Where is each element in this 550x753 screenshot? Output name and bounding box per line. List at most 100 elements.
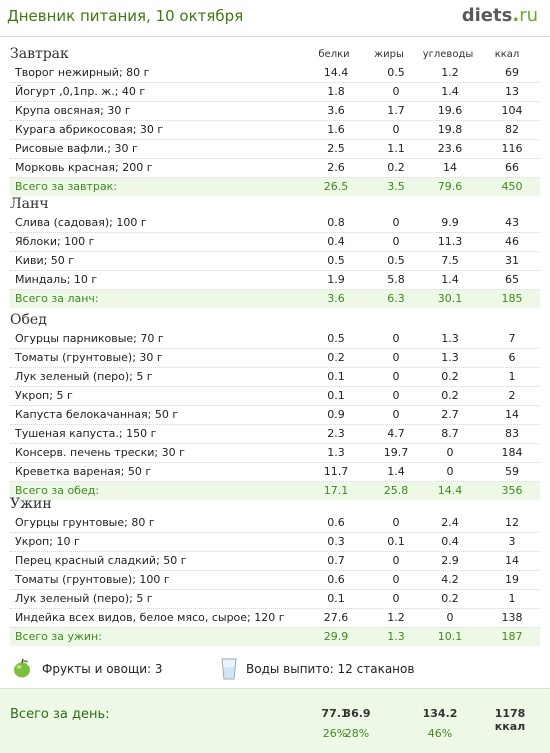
food-protein: 0.8 xyxy=(327,216,345,229)
food-carbs: 2.9 xyxy=(441,554,459,567)
food-protein: 0.2 xyxy=(327,351,345,364)
food-fat: 0 xyxy=(392,389,400,402)
food-kcal: 19 xyxy=(505,573,519,586)
food-carbs: 8.7 xyxy=(441,427,459,440)
food-row: Консерв. печень трески; 30 г 1.3 19.7 0 184 xyxy=(10,444,540,463)
food-carbs: 1.3 xyxy=(441,351,459,364)
total-kcal: 187 xyxy=(501,630,523,643)
day-kcal: 1178 ккал xyxy=(494,707,526,733)
food-kcal: 46 xyxy=(505,235,519,248)
header-divider xyxy=(0,36,550,37)
food-row: Капуста белокачанная; 50 г 0.9 0 2.7 14 xyxy=(10,406,540,425)
food-row: Творог нежирный; 80 г 14.4 0.5 1.2 69 xyxy=(10,64,540,83)
food-carbs: 2.4 xyxy=(441,516,459,529)
food-kcal: 1 xyxy=(508,370,516,383)
food-fat: 1.1 xyxy=(387,142,405,155)
food-protein: 2.5 xyxy=(327,142,345,155)
food-carbs: 4.2 xyxy=(441,573,459,586)
food-protein: 0.6 xyxy=(327,516,345,529)
food-carbs: 0.4 xyxy=(441,535,459,548)
section-total-row: Всего за обед: 17.1 25.8 14.4 356 xyxy=(10,482,540,500)
food-kcal: 3 xyxy=(508,535,516,548)
food-kcal: 12 xyxy=(505,516,519,529)
food-protein: 0.6 xyxy=(327,573,345,586)
food-protein: 11.7 xyxy=(323,465,349,478)
food-name: Миндаль; 10 г xyxy=(15,273,98,286)
header: Дневник питания, 10 октября diets.ru xyxy=(0,0,550,36)
food-kcal: 6 xyxy=(508,351,516,364)
total-fat: 25.8 xyxy=(383,484,409,497)
food-carbs: 0 xyxy=(446,465,454,478)
food-fat: 5.8 xyxy=(387,273,405,286)
food-name: Йогурт ,0,1пр. ж.; 40 г xyxy=(15,85,146,98)
total-kcal: 185 xyxy=(501,292,523,305)
section-title: Обед xyxy=(10,312,47,328)
section-total-row: Всего за ланч: 3.6 6.3 30.1 185 xyxy=(10,290,540,308)
food-kcal: 7 xyxy=(508,332,516,345)
food-kcal: 14 xyxy=(505,554,519,567)
food-name: Рисовые вафли.; 30 г xyxy=(15,142,138,155)
food-carbs: 0 xyxy=(446,446,454,459)
food-name: Лук зеленый (перо); 5 г xyxy=(15,592,153,605)
section-title: Ужин xyxy=(10,496,52,512)
day-summary: Всего за день: 77.1 36.9 134.2 1178 ккал… xyxy=(0,688,550,753)
food-name: Огурцы грунтовые; 80 г xyxy=(15,516,155,529)
section-total-row: Всего за завтрак: 26.5 3.5 79.6 450 xyxy=(10,178,540,196)
food-carbs: 0.2 xyxy=(441,370,459,383)
food-name: Консерв. печень трески; 30 г xyxy=(15,446,185,459)
stats-bar: Фрукты и овощи: 3 Воды выпито: 12 стакан… xyxy=(0,654,550,684)
food-protein: 0.1 xyxy=(327,370,345,383)
food-row: Укроп; 10 г 0.3 0.1 0.4 3 xyxy=(10,533,540,552)
food-kcal: 1 xyxy=(508,592,516,605)
food-name: Слива (садовая); 100 г xyxy=(15,216,147,229)
food-protein: 1.8 xyxy=(327,85,345,98)
food-name: Морковь красная; 200 г xyxy=(15,161,153,174)
food-kcal: 31 xyxy=(505,254,519,267)
site-logo[interactable]: diets.ru xyxy=(462,5,538,26)
meal-section: Обед Огурцы парниковые; 70 г 0.5 0 1.3 7 Томат… xyxy=(0,310,550,500)
food-row: Огурцы парниковые; 70 г 0.5 0 1.3 7 xyxy=(10,330,540,349)
food-fat: 0.5 xyxy=(387,66,405,79)
food-name: Лук зеленый (перо); 5 г xyxy=(15,370,153,383)
food-protein: 0.5 xyxy=(327,254,345,267)
food-protein: 1.3 xyxy=(327,446,345,459)
food-name: Яблоки; 100 г xyxy=(15,235,95,248)
day-carbs-pct: 46% xyxy=(427,727,453,740)
food-carbs: 23.6 xyxy=(437,142,463,155)
logo-dot: . xyxy=(512,5,520,26)
food-protein: 3.6 xyxy=(327,104,345,117)
food-name: Тушеная капуста.; 150 г xyxy=(15,427,157,440)
day-carbs: 134.2 xyxy=(422,707,458,720)
food-fat: 0 xyxy=(392,85,400,98)
water-count: Воды выпито: 12 стаканов xyxy=(246,662,415,676)
section-title: Завтрак xyxy=(10,46,69,62)
total-protein: 26.5 xyxy=(323,180,349,193)
food-protein: 0.9 xyxy=(327,408,345,421)
food-row: Миндаль; 10 г 1.9 5.8 1.4 65 xyxy=(10,271,540,290)
food-carbs: 11.3 xyxy=(437,235,463,248)
food-fat: 0 xyxy=(392,592,400,605)
food-carbs: 2.7 xyxy=(441,408,459,421)
food-carbs: 1.4 xyxy=(441,273,459,286)
food-carbs: 1.4 xyxy=(441,85,459,98)
food-name: Перец красный сладкий; 50 г xyxy=(15,554,187,567)
food-carbs: 9.9 xyxy=(441,216,459,229)
food-row: Индейка всех видов, белое мясо, сырое; 1… xyxy=(10,609,540,628)
food-fat: 0 xyxy=(392,332,400,345)
food-row: Слива (садовая); 100 г 0.8 0 9.9 43 xyxy=(10,214,540,233)
total-kcal: 356 xyxy=(501,484,523,497)
section-total-label: Всего за ланч: xyxy=(15,292,99,305)
day-total-label: Всего за день: xyxy=(10,707,110,722)
total-fat: 1.3 xyxy=(387,630,405,643)
food-fat: 0 xyxy=(392,554,400,567)
food-fat: 0.2 xyxy=(387,161,405,174)
day-protein: 77.1 xyxy=(321,707,349,720)
total-carbs: 79.6 xyxy=(437,180,463,193)
food-fat: 19.7 xyxy=(383,446,409,459)
food-name: Творог нежирный; 80 г xyxy=(15,66,150,79)
food-carbs: 7.5 xyxy=(441,254,459,267)
food-fat: 1.7 xyxy=(387,104,405,117)
total-protein: 17.1 xyxy=(323,484,349,497)
total-carbs: 14.4 xyxy=(437,484,463,497)
food-kcal: 43 xyxy=(505,216,519,229)
